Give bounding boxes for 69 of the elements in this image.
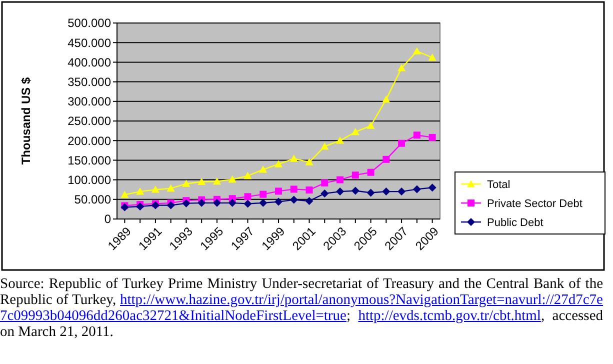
- point: [120, 190, 129, 198]
- point: [198, 198, 206, 207]
- point: [274, 160, 282, 168]
- point: [428, 134, 436, 141]
- point: [382, 95, 390, 103]
- legend-label: Total: [487, 178, 510, 191]
- point: [212, 198, 221, 207]
- point: [366, 188, 375, 197]
- y-tick-label: 100.000: [68, 173, 112, 187]
- point: [305, 196, 314, 205]
- y-tick-label: 400.000: [68, 55, 112, 70]
- legend-label: Private Sector Debt: [487, 198, 582, 210]
- point: [382, 188, 390, 196]
- point: [228, 175, 236, 183]
- point: [413, 132, 420, 139]
- point: [321, 179, 328, 186]
- point: [290, 154, 298, 162]
- point: [367, 168, 374, 176]
- point: [351, 186, 360, 195]
- point: [382, 156, 390, 163]
- point: [320, 190, 329, 198]
- legend-label: Public Debt: [487, 216, 544, 229]
- y-tick-label: 150.000: [68, 153, 112, 168]
- point: [212, 177, 221, 185]
- point: [428, 184, 436, 192]
- point: [136, 188, 144, 195]
- point: [244, 172, 252, 180]
- point: [182, 199, 190, 208]
- point: [366, 122, 375, 129]
- point: [398, 188, 406, 196]
- point: [412, 185, 421, 194]
- y-tick-label: 300.000: [68, 94, 112, 109]
- point: [336, 188, 344, 196]
- point: [306, 186, 313, 194]
- point: [428, 53, 436, 61]
- point: [274, 198, 282, 206]
- point: [290, 186, 298, 193]
- point: [136, 202, 144, 210]
- point: [166, 201, 175, 210]
- y-tick-label: 450.000: [68, 36, 112, 50]
- point: [352, 172, 359, 179]
- point: [336, 176, 344, 184]
- point: [166, 184, 175, 192]
- point: [198, 178, 206, 185]
- y-axis-title: Thousand US $: [19, 77, 33, 165]
- y-tick-label: 0: [104, 212, 112, 226]
- y-tick-label: 250.000: [68, 114, 112, 128]
- point: [320, 142, 329, 150]
- point: [259, 198, 268, 207]
- point: [182, 180, 190, 187]
- point: [412, 47, 421, 54]
- point: [305, 158, 314, 166]
- y-tick-label: 50.000: [74, 192, 112, 207]
- text: Source: Republic of Turkey Prime Ministry Under-secretariat of Treasury and the Central Bank of the Republic of Turkey, http://www.hazine.gov.tr/irj/portal/anonymous?NavigationTarget=navurl://27d7c7e7c09993b04096dd260ac32721&InitialNodeFirstLevel=true; http://evds.tcmb.gov.tr/cbt.html, accessed on March 21, 2011.: [0, 276, 604, 340]
- point: [336, 136, 344, 144]
- point: [151, 186, 160, 193]
- point: [275, 188, 282, 195]
- y-tick-label: 500.000: [68, 16, 112, 30]
- y-tick-label: 350.000: [68, 75, 112, 89]
- point: [228, 198, 236, 207]
- point: [398, 64, 406, 72]
- point: [260, 190, 267, 198]
- point: [398, 140, 406, 147]
- point: [244, 200, 252, 208]
- point: [290, 196, 298, 204]
- y-tick-label: 200.000: [68, 134, 112, 148]
- point: [244, 193, 252, 200]
- point: [259, 166, 268, 173]
- point: [351, 128, 360, 136]
